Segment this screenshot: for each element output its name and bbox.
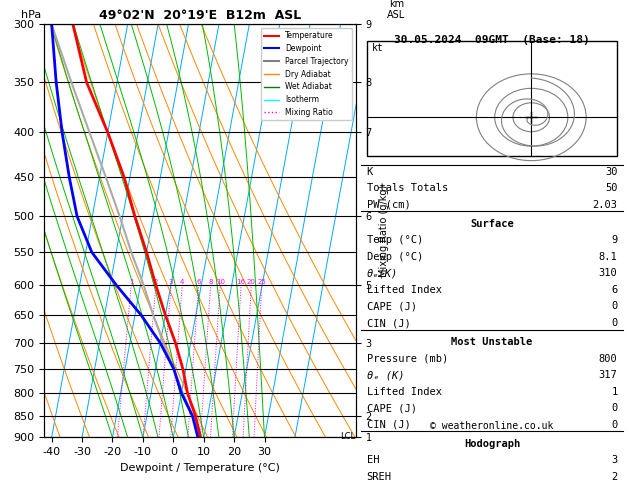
FancyBboxPatch shape <box>367 41 618 156</box>
Text: Lifted Index: Lifted Index <box>367 386 442 397</box>
Text: 25: 25 <box>257 279 266 285</box>
Text: 0: 0 <box>611 403 618 413</box>
Text: 0: 0 <box>611 318 618 328</box>
Text: 9: 9 <box>611 235 618 245</box>
Text: θₑ(K): θₑ(K) <box>367 268 398 278</box>
Text: 30.05.2024  09GMT  (Base: 18): 30.05.2024 09GMT (Base: 18) <box>394 35 590 45</box>
Text: 50: 50 <box>605 183 618 193</box>
Y-axis label: Mixing Ratio (g/kg): Mixing Ratio (g/kg) <box>379 185 389 277</box>
Text: Hodograph: Hodograph <box>464 439 520 449</box>
Text: 2: 2 <box>153 279 158 285</box>
Text: Totals Totals: Totals Totals <box>367 183 448 193</box>
Text: 8: 8 <box>208 279 213 285</box>
Text: CAPE (J): CAPE (J) <box>367 301 416 312</box>
Text: 0: 0 <box>611 301 618 312</box>
Title: 49°02'N  20°19'E  B12m  ASL: 49°02'N 20°19'E B12m ASL <box>99 9 301 22</box>
Text: 16: 16 <box>237 279 245 285</box>
Text: 6: 6 <box>611 285 618 295</box>
Legend: Temperature, Dewpoint, Parcel Trajectory, Dry Adiabat, Wet Adiabat, Isotherm, Mi: Temperature, Dewpoint, Parcel Trajectory… <box>261 28 352 120</box>
Text: 30: 30 <box>605 167 618 177</box>
Text: Temp (°C): Temp (°C) <box>367 235 423 245</box>
Text: 6: 6 <box>196 279 201 285</box>
Text: 310: 310 <box>599 268 618 278</box>
Text: Surface: Surface <box>470 219 514 229</box>
Text: EH: EH <box>367 455 379 465</box>
Text: 2: 2 <box>611 472 618 482</box>
Text: 8.1: 8.1 <box>599 252 618 262</box>
Text: Lifted Index: Lifted Index <box>367 285 442 295</box>
Text: 20: 20 <box>247 279 256 285</box>
Text: θₑ (K): θₑ (K) <box>367 370 404 380</box>
Text: PW (cm): PW (cm) <box>367 200 411 210</box>
Text: 317: 317 <box>599 370 618 380</box>
Text: CIN (J): CIN (J) <box>367 419 411 430</box>
Text: 0: 0 <box>611 419 618 430</box>
Text: K: K <box>367 167 373 177</box>
Text: © weatheronline.co.uk: © weatheronline.co.uk <box>430 421 554 431</box>
Text: 4: 4 <box>180 279 184 285</box>
Text: kt: kt <box>372 43 384 53</box>
Text: 800: 800 <box>599 353 618 364</box>
Text: 3: 3 <box>169 279 174 285</box>
Text: 3: 3 <box>611 455 618 465</box>
Text: CAPE (J): CAPE (J) <box>367 403 416 413</box>
Text: km
ASL: km ASL <box>387 0 405 20</box>
Text: SREH: SREH <box>367 472 392 482</box>
Text: 1: 1 <box>129 279 133 285</box>
Text: Most Unstable: Most Unstable <box>452 337 533 347</box>
Y-axis label: hPa: hPa <box>21 10 42 20</box>
Text: 10: 10 <box>216 279 225 285</box>
Text: Dewp (°C): Dewp (°C) <box>367 252 423 262</box>
Text: 2.03: 2.03 <box>593 200 618 210</box>
Text: LCL: LCL <box>341 432 356 441</box>
Text: Pressure (mb): Pressure (mb) <box>367 353 448 364</box>
X-axis label: Dewpoint / Temperature (°C): Dewpoint / Temperature (°C) <box>120 463 280 473</box>
Text: 1: 1 <box>611 386 618 397</box>
Text: CIN (J): CIN (J) <box>367 318 411 328</box>
